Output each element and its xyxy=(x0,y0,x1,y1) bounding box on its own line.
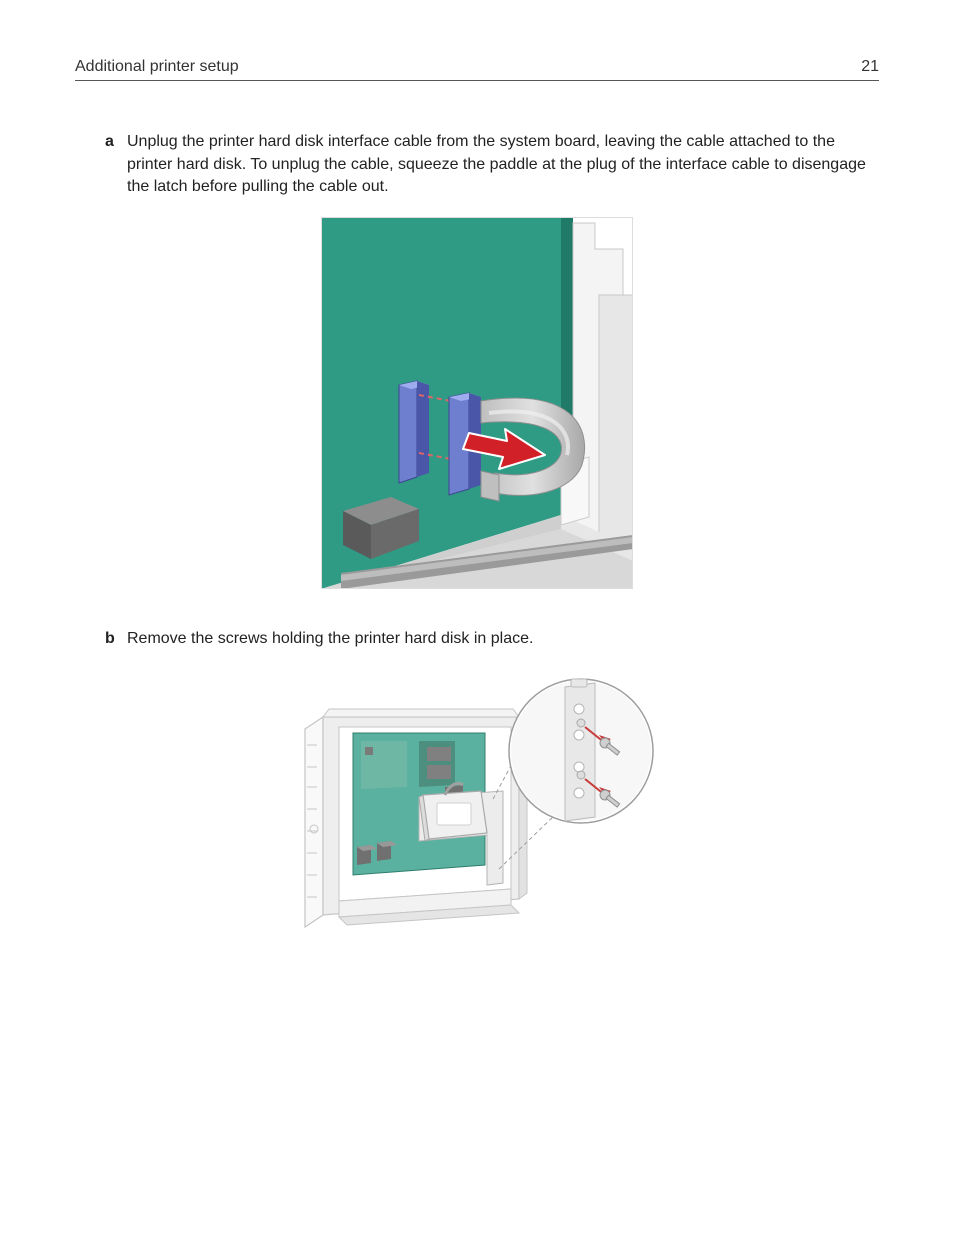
step-a: a Unplug the printer hard disk interface… xyxy=(105,131,879,199)
step-a-label: a xyxy=(105,131,127,199)
figure-2-svg xyxy=(299,669,655,945)
step-b-text: Remove the screws holding the printer ha… xyxy=(127,628,533,651)
header-title: Additional printer setup xyxy=(75,58,239,76)
step-b: b Remove the screws holding the printer … xyxy=(105,628,879,651)
figure-remove-screws xyxy=(75,669,879,950)
running-header: Additional printer setup 21 xyxy=(75,58,879,81)
step-a-text: Unplug the printer hard disk interface c… xyxy=(127,131,879,199)
header-page-number: 21 xyxy=(861,58,879,76)
step-b-label: b xyxy=(105,628,127,651)
figure-unplug-cable xyxy=(75,217,879,594)
figure-1-svg xyxy=(321,217,633,589)
